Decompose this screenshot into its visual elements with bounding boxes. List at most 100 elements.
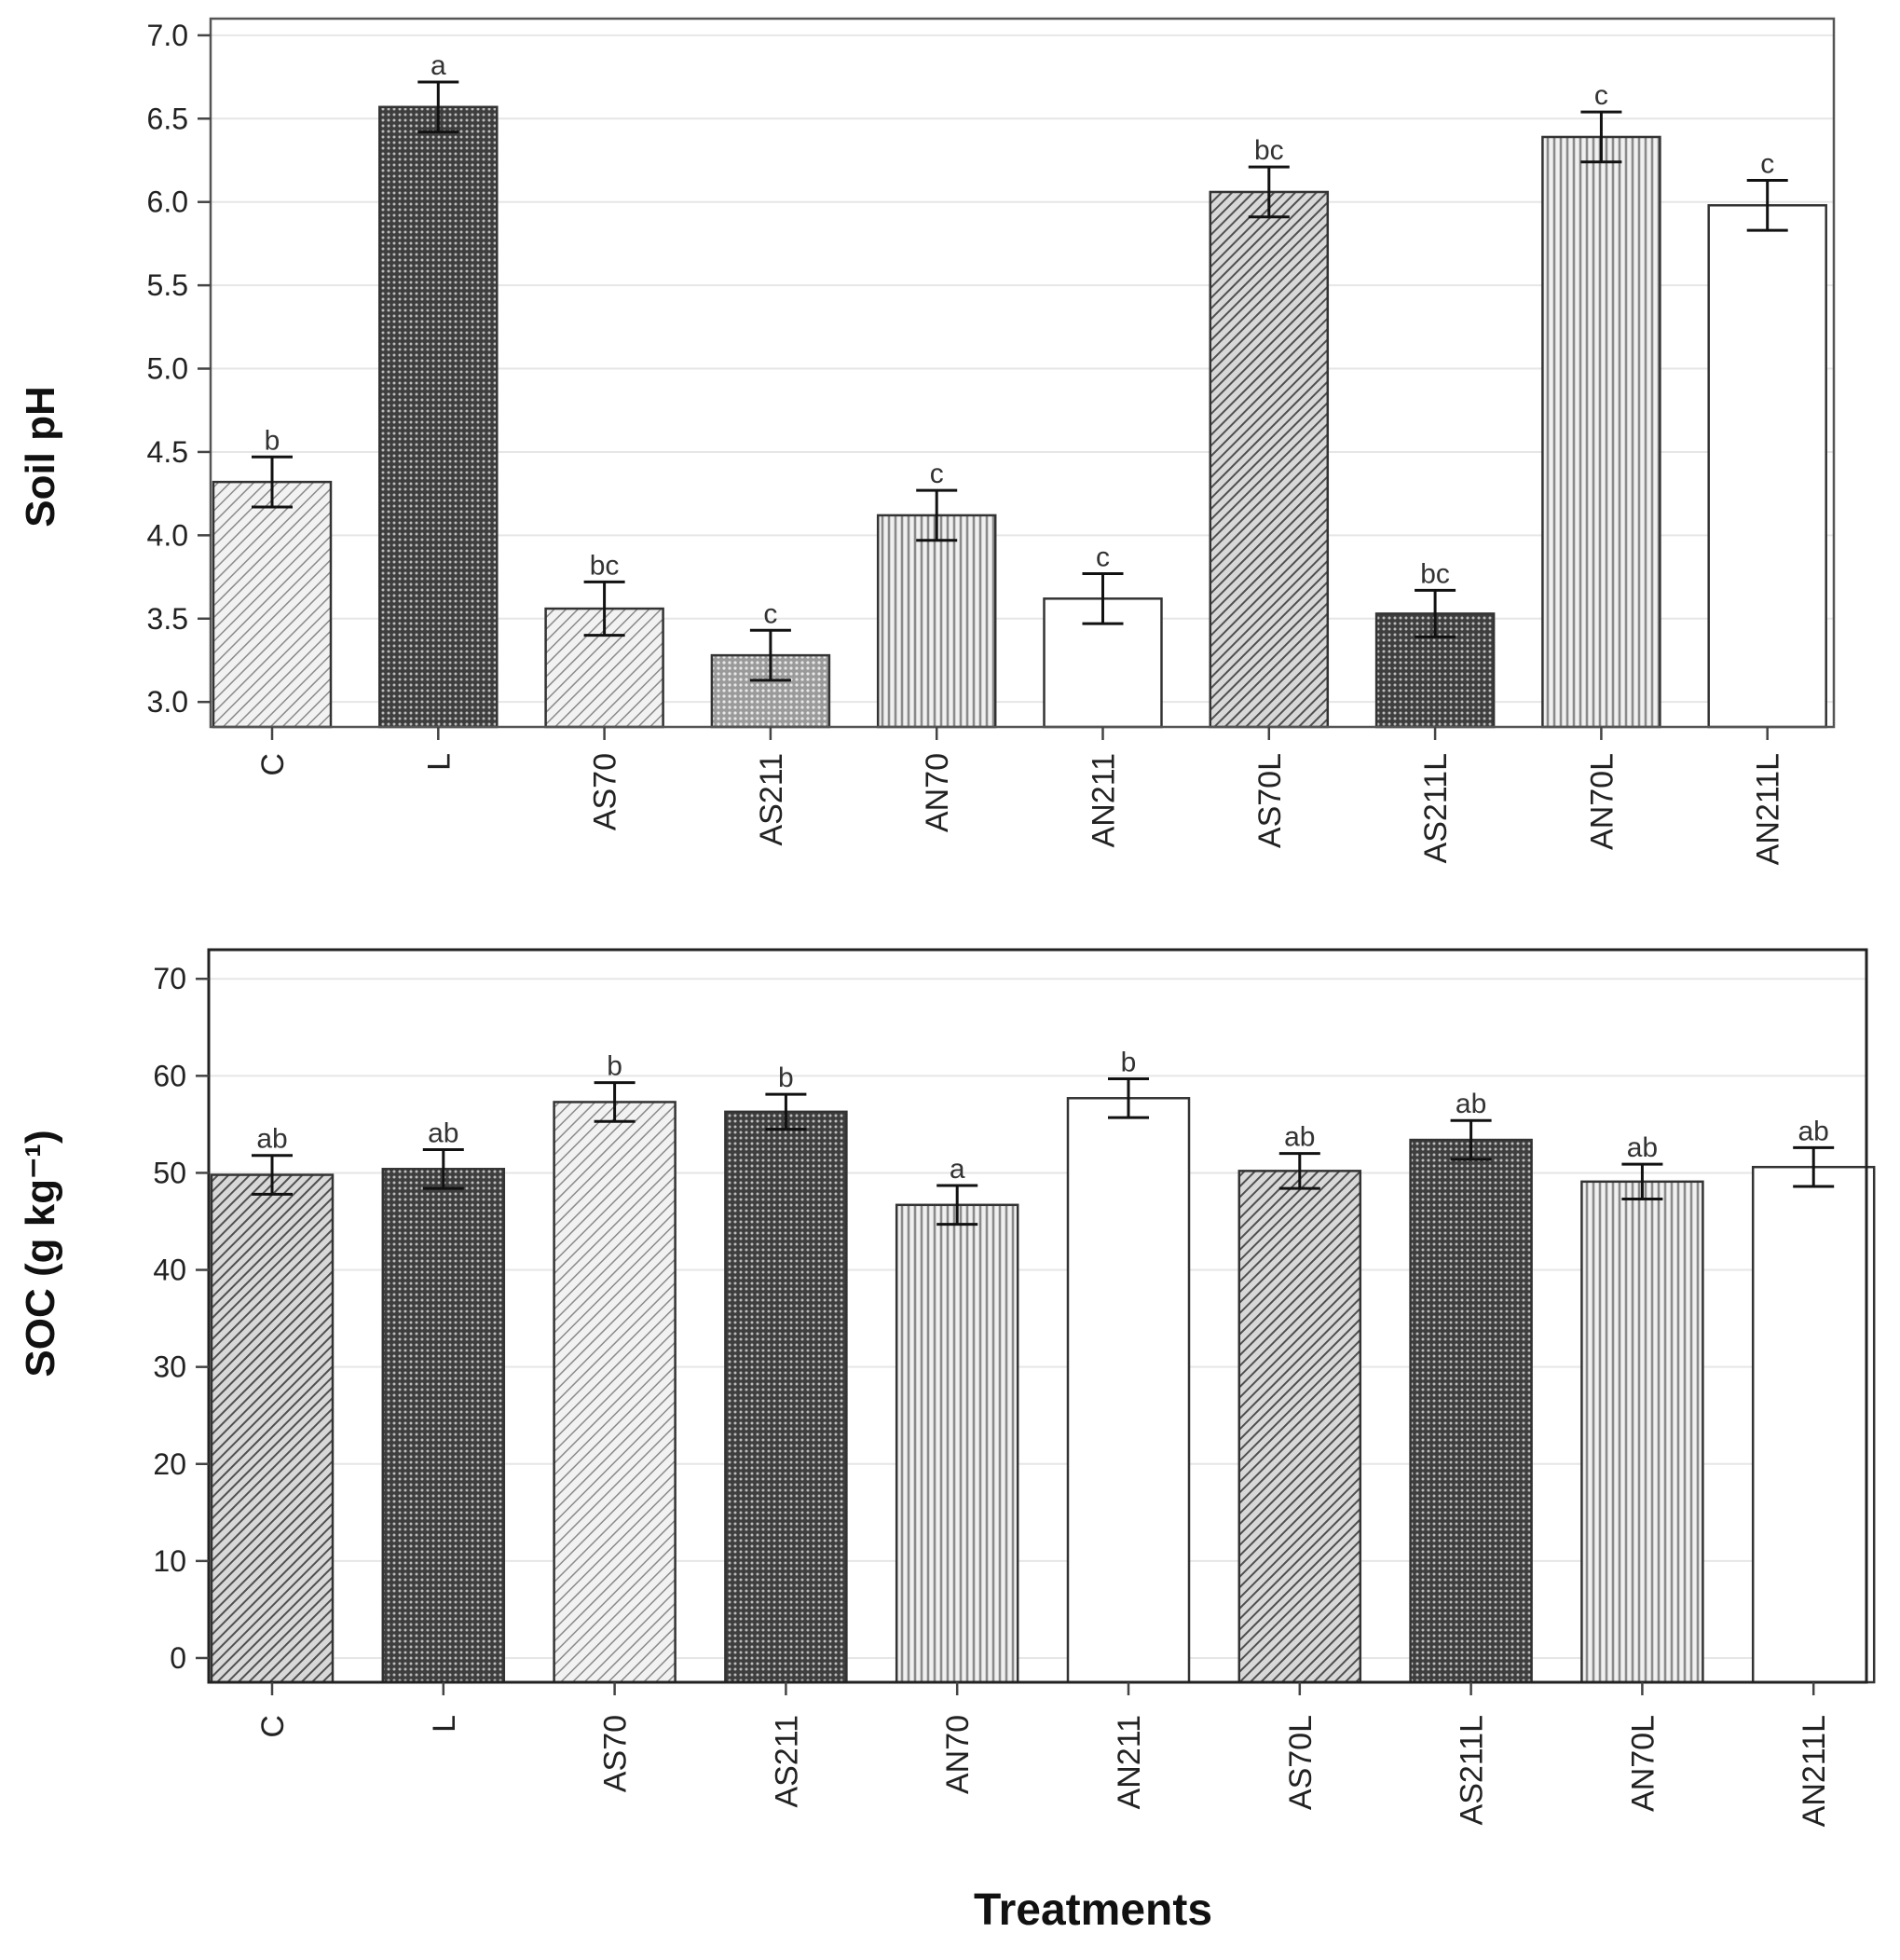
- soc-bar-an70: [895, 1203, 1019, 1684]
- soc-y-tick-label: 60: [153, 1059, 186, 1092]
- soc-error-bar-c: [252, 1154, 293, 1196]
- ph-x-tick-label-an70l: AN70L: [1584, 753, 1620, 850]
- soc-error-bar-an70l: [1621, 1162, 1663, 1201]
- soc-x-tick-label-l: L: [427, 1715, 462, 1733]
- soc-y-tick-label: 10: [153, 1544, 186, 1578]
- soc-error-bar-an70: [936, 1184, 978, 1227]
- ph-bars: [212, 80, 1827, 729]
- soc-x-tick-label-an211: AN211: [1112, 1715, 1147, 1809]
- ph-sig-letter-as211l: bc: [1420, 558, 1450, 589]
- soc-error-bar-l: [422, 1147, 464, 1190]
- soc-error-bar-an211: [1108, 1076, 1149, 1119]
- soc-bar-c: [210, 1173, 335, 1684]
- ph-error-bar-as70: [583, 580, 625, 637]
- soc-bars: [210, 1076, 1876, 1684]
- ph-plot-frame: [209, 17, 1836, 729]
- ph-y-tick-label: 3.0: [147, 685, 188, 719]
- ph-x-tick-label-l: L: [421, 753, 457, 771]
- ph-y-tick-label: 4.5: [147, 435, 188, 469]
- ph-y-tick-label: 3.5: [147, 602, 188, 636]
- ph-x-tick-label-c: C: [255, 753, 291, 776]
- soc-x-tick-label-c: C: [255, 1715, 291, 1738]
- soc-error-bar-as211: [765, 1092, 807, 1131]
- ph-error-bar-an211l: [1746, 178, 1788, 232]
- soc-x-tick-label-as70: AS70: [598, 1715, 634, 1792]
- ph-x-tick-label-an70: AN70: [920, 753, 955, 832]
- soc-bar-as211: [724, 1110, 848, 1684]
- soc-sig-letter-as70: b: [607, 1051, 622, 1082]
- ph-error-bar-an70: [916, 488, 958, 542]
- soc-sig-letter-an211: b: [1121, 1047, 1137, 1077]
- soc-bar-as70l: [1237, 1170, 1362, 1684]
- soc-y-tick-label: 20: [153, 1447, 186, 1481]
- ph-bar-an211l: [1707, 204, 1827, 729]
- soc-sig-letter-as211l: ab: [1456, 1089, 1486, 1119]
- ph-sig-letter-as70l: bc: [1254, 135, 1284, 166]
- ph-error-bar-an70l: [1580, 110, 1622, 164]
- soc-error-bar-as70l: [1278, 1152, 1320, 1190]
- ph-bar-an70: [876, 514, 997, 729]
- soc-x-tick-label-as211: AS211: [769, 1715, 804, 1808]
- ph-x-tick-label-as211l: AS211L: [1418, 753, 1454, 863]
- ph-x-tick-label-as70: AS70: [588, 753, 623, 830]
- ph-x-tick-label-as211: AS211: [754, 753, 789, 846]
- soc-sig-letter-as70l: ab: [1284, 1122, 1315, 1153]
- ph-y-tick-label: 5.5: [147, 268, 188, 302]
- ph-sig-letter-an70l: c: [1594, 80, 1608, 111]
- soc-x-tick-label-as70l: AS70L: [1283, 1715, 1319, 1810]
- soc-y-tick-label: 0: [170, 1641, 186, 1675]
- ph-error-bar-an211: [1082, 571, 1124, 625]
- ph-sig-letter-c: b: [265, 425, 280, 456]
- soc-x-axis-title: Treatments: [974, 1885, 1212, 1935]
- ph-sig-letter-an211: c: [1096, 541, 1110, 572]
- soc-bar-an211: [1066, 1097, 1191, 1684]
- soc-x-axis: C L AS70 AS211 AN70 AN211 AS70L AS211L AN70L AN21…: [255, 1682, 1832, 1827]
- soc-y-tick-label: 70: [153, 962, 186, 995]
- soc-y-tick-label: 50: [153, 1156, 186, 1189]
- ph-error-bar-as211: [749, 628, 791, 682]
- ph-bar-c: [212, 480, 333, 729]
- ph-y-tick-label: 7.0: [147, 19, 188, 52]
- ph-sig-letter-as211: c: [763, 598, 777, 629]
- soc-y-tick-label: 30: [153, 1350, 186, 1384]
- ph-sig-letter-an70: c: [930, 459, 944, 489]
- ph-sig-letter-an211l: c: [1760, 148, 1774, 179]
- soc-error-bar-an211l: [1793, 1145, 1835, 1188]
- soc-x-tick-label-an70: AN70: [940, 1715, 976, 1794]
- ph-x-tick-label-as70l: AS70L: [1252, 753, 1288, 848]
- soc-bar-an70l: [1580, 1180, 1704, 1684]
- ph-error-bar-c: [252, 455, 293, 509]
- soc-x-tick-label-an70l: AN70L: [1625, 1715, 1661, 1812]
- ph-error-bar-as211l: [1415, 588, 1456, 638]
- ph-y-tick-label: 6.0: [147, 185, 188, 219]
- soc-bar-as211l: [1409, 1138, 1533, 1684]
- soc-bar-an211l: [1751, 1165, 1876, 1684]
- soc-sig-letter-an70l: ab: [1627, 1132, 1658, 1163]
- soc-sig-letter-an211l: ab: [1798, 1116, 1829, 1146]
- soc-sig-letter-as211: b: [778, 1062, 794, 1093]
- soc-bar-as70: [553, 1101, 677, 1684]
- soc-y-tick-label: 40: [153, 1254, 186, 1287]
- soc-y-axis-title: SOC (g kg⁻¹): [18, 1130, 63, 1377]
- ph-bar-an70l: [1541, 135, 1661, 729]
- ph-bar-l: [378, 105, 499, 729]
- ph-chart-panel: 3.0 3.5 4.0 4.5 5.0 5.5 6.0 6.5 7.0 C L AS70 AS211 A…: [18, 17, 1836, 865]
- soc-sig-letter-l: ab: [428, 1117, 458, 1148]
- ph-x-tick-label-an211: AN211: [1087, 753, 1122, 847]
- ph-error-bar-l: [417, 80, 459, 134]
- soc-sig-letter-an70: a: [950, 1154, 965, 1185]
- soc-error-bar-as211l: [1450, 1118, 1492, 1161]
- ph-y-axis-title: Soil pH: [18, 386, 63, 528]
- soc-sig-letter-c: ab: [256, 1124, 287, 1155]
- ph-x-tick-label-an211l: AN211L: [1751, 753, 1786, 865]
- ph-bar-as70l: [1209, 190, 1330, 729]
- ph-sig-letter-as70: bc: [590, 550, 620, 581]
- ph-y-axis: 3.0 3.5 4.0 4.5 5.0 5.5 6.0 6.5 7.0: [147, 19, 211, 719]
- soc-x-tick-label-an211l: AN211L: [1797, 1715, 1832, 1827]
- ph-error-bar-as70l: [1248, 165, 1290, 219]
- ph-y-tick-label: 5.0: [147, 352, 188, 386]
- ph-sig-letter-l: a: [431, 50, 446, 81]
- ph-significance-letters: b a bc c c c bc bc c c: [265, 50, 1775, 629]
